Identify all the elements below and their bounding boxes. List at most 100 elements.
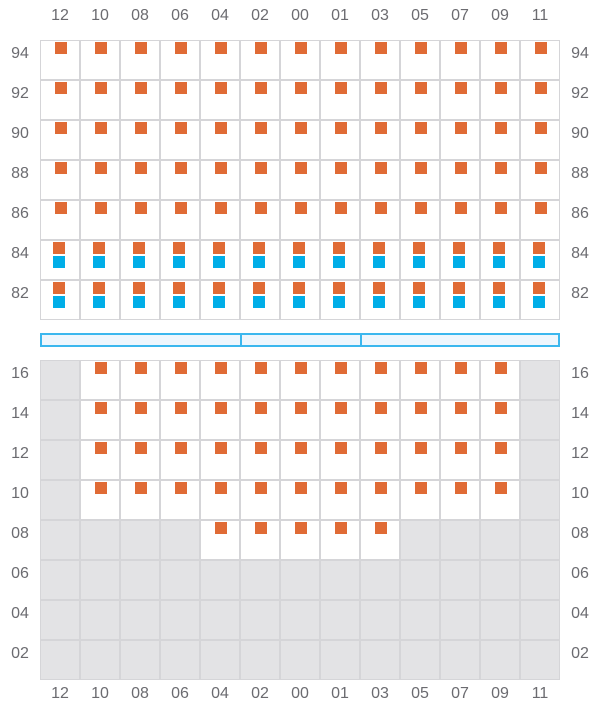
row-label-right: 92	[571, 85, 589, 102]
slot-marker-blue	[133, 296, 145, 308]
divider-bar-segment[interactable]	[240, 333, 362, 347]
slot-cell	[280, 640, 320, 680]
slot-cell	[160, 560, 200, 600]
slot-marker-orange	[335, 442, 347, 454]
slot-marker-blue	[293, 296, 305, 308]
slot-marker-orange	[495, 162, 507, 174]
slot-marker-orange	[95, 202, 107, 214]
slot-cell	[440, 560, 480, 600]
slot-marker-orange	[493, 282, 505, 294]
slot-cell	[120, 600, 160, 640]
slot-marker-orange	[215, 482, 227, 494]
slot-cell[interactable]	[80, 80, 120, 120]
column-label-bottom: 11	[531, 685, 549, 702]
column-label-bottom: 06	[171, 685, 189, 702]
column-label-bottom: 07	[451, 685, 469, 702]
slot-marker-orange	[375, 522, 387, 534]
slot-marker-orange	[335, 122, 347, 134]
slot-marker-orange	[455, 442, 467, 454]
slot-cell[interactable]	[200, 440, 240, 480]
slot-marker-orange	[335, 362, 347, 374]
slot-cell	[320, 560, 360, 600]
slot-marker-orange	[255, 122, 267, 134]
slot-cell[interactable]	[400, 40, 440, 80]
slot-cell	[40, 480, 80, 520]
slot-cell[interactable]	[160, 40, 200, 80]
divider-bar-segment[interactable]	[40, 333, 242, 347]
slot-marker-orange	[335, 162, 347, 174]
slot-marker-blue	[453, 256, 465, 268]
slot-marker-orange	[415, 442, 427, 454]
slot-marker-orange	[293, 282, 305, 294]
slot-marker-orange	[135, 42, 147, 54]
slot-marker-orange	[415, 82, 427, 94]
slot-marker-orange	[455, 42, 467, 54]
slot-marker-orange	[295, 482, 307, 494]
slot-marker-orange	[335, 522, 347, 534]
slot-marker-orange	[175, 362, 187, 374]
slot-cell[interactable]	[240, 80, 280, 120]
slot-marker-orange	[255, 202, 267, 214]
slot-cell	[160, 640, 200, 680]
slot-cell	[160, 600, 200, 640]
slot-cell[interactable]	[480, 160, 520, 200]
slot-marker-orange	[415, 202, 427, 214]
slot-marker-blue	[373, 256, 385, 268]
slot-cell	[80, 640, 120, 680]
slot-cell	[520, 480, 560, 520]
slot-marker-orange	[135, 482, 147, 494]
row-label-left: 10	[11, 485, 29, 502]
slot-marker-orange	[495, 482, 507, 494]
row-label-left: 14	[11, 405, 29, 422]
slot-marker-orange	[415, 42, 427, 54]
slot-marker-blue	[133, 256, 145, 268]
slot-cell	[200, 600, 240, 640]
slot-marker-orange	[533, 282, 545, 294]
slot-cell	[520, 560, 560, 600]
slot-marker-blue	[493, 256, 505, 268]
slot-marker-orange	[335, 402, 347, 414]
slot-marker-orange	[295, 82, 307, 94]
slot-marker-blue	[173, 256, 185, 268]
column-label-top: 03	[371, 7, 389, 24]
slot-marker-orange	[295, 362, 307, 374]
slot-marker-orange	[415, 122, 427, 134]
slot-marker-orange	[93, 242, 105, 254]
column-label-bottom: 01	[331, 685, 349, 702]
slot-marker-orange	[295, 522, 307, 534]
slot-cell[interactable]	[520, 160, 560, 200]
slot-cell	[480, 600, 520, 640]
slot-cell[interactable]	[520, 200, 560, 240]
slot-marker-orange	[533, 242, 545, 254]
slot-marker-orange	[215, 162, 227, 174]
slot-marker-orange	[255, 522, 267, 534]
slot-marker-orange	[375, 482, 387, 494]
column-label-top: 07	[451, 7, 469, 24]
slot-marker-orange	[135, 122, 147, 134]
slot-marker-orange	[53, 242, 65, 254]
slot-marker-orange	[495, 202, 507, 214]
row-label-left: 86	[11, 205, 29, 222]
slot-cell[interactable]	[360, 120, 400, 160]
column-label-top: 12	[51, 7, 69, 24]
slot-marker-orange	[55, 42, 67, 54]
slot-marker-orange	[535, 122, 547, 134]
slot-cell[interactable]	[200, 200, 240, 240]
slot-marker-orange	[255, 482, 267, 494]
slot-cell[interactable]	[440, 40, 480, 80]
slot-marker-orange	[133, 282, 145, 294]
slot-cell[interactable]	[440, 480, 480, 520]
slot-cell	[320, 640, 360, 680]
divider-bar-segment[interactable]	[360, 333, 560, 347]
slot-marker-orange	[95, 402, 107, 414]
slot-cell[interactable]	[480, 480, 520, 520]
slot-marker-orange	[95, 162, 107, 174]
slot-marker-orange	[455, 122, 467, 134]
slot-cell	[360, 640, 400, 680]
slot-cell	[40, 560, 80, 600]
slot-marker-blue	[173, 296, 185, 308]
slot-marker-orange	[255, 402, 267, 414]
column-label-bottom: 02	[251, 685, 269, 702]
row-label-right: 88	[571, 165, 589, 182]
slot-cell	[120, 520, 160, 560]
